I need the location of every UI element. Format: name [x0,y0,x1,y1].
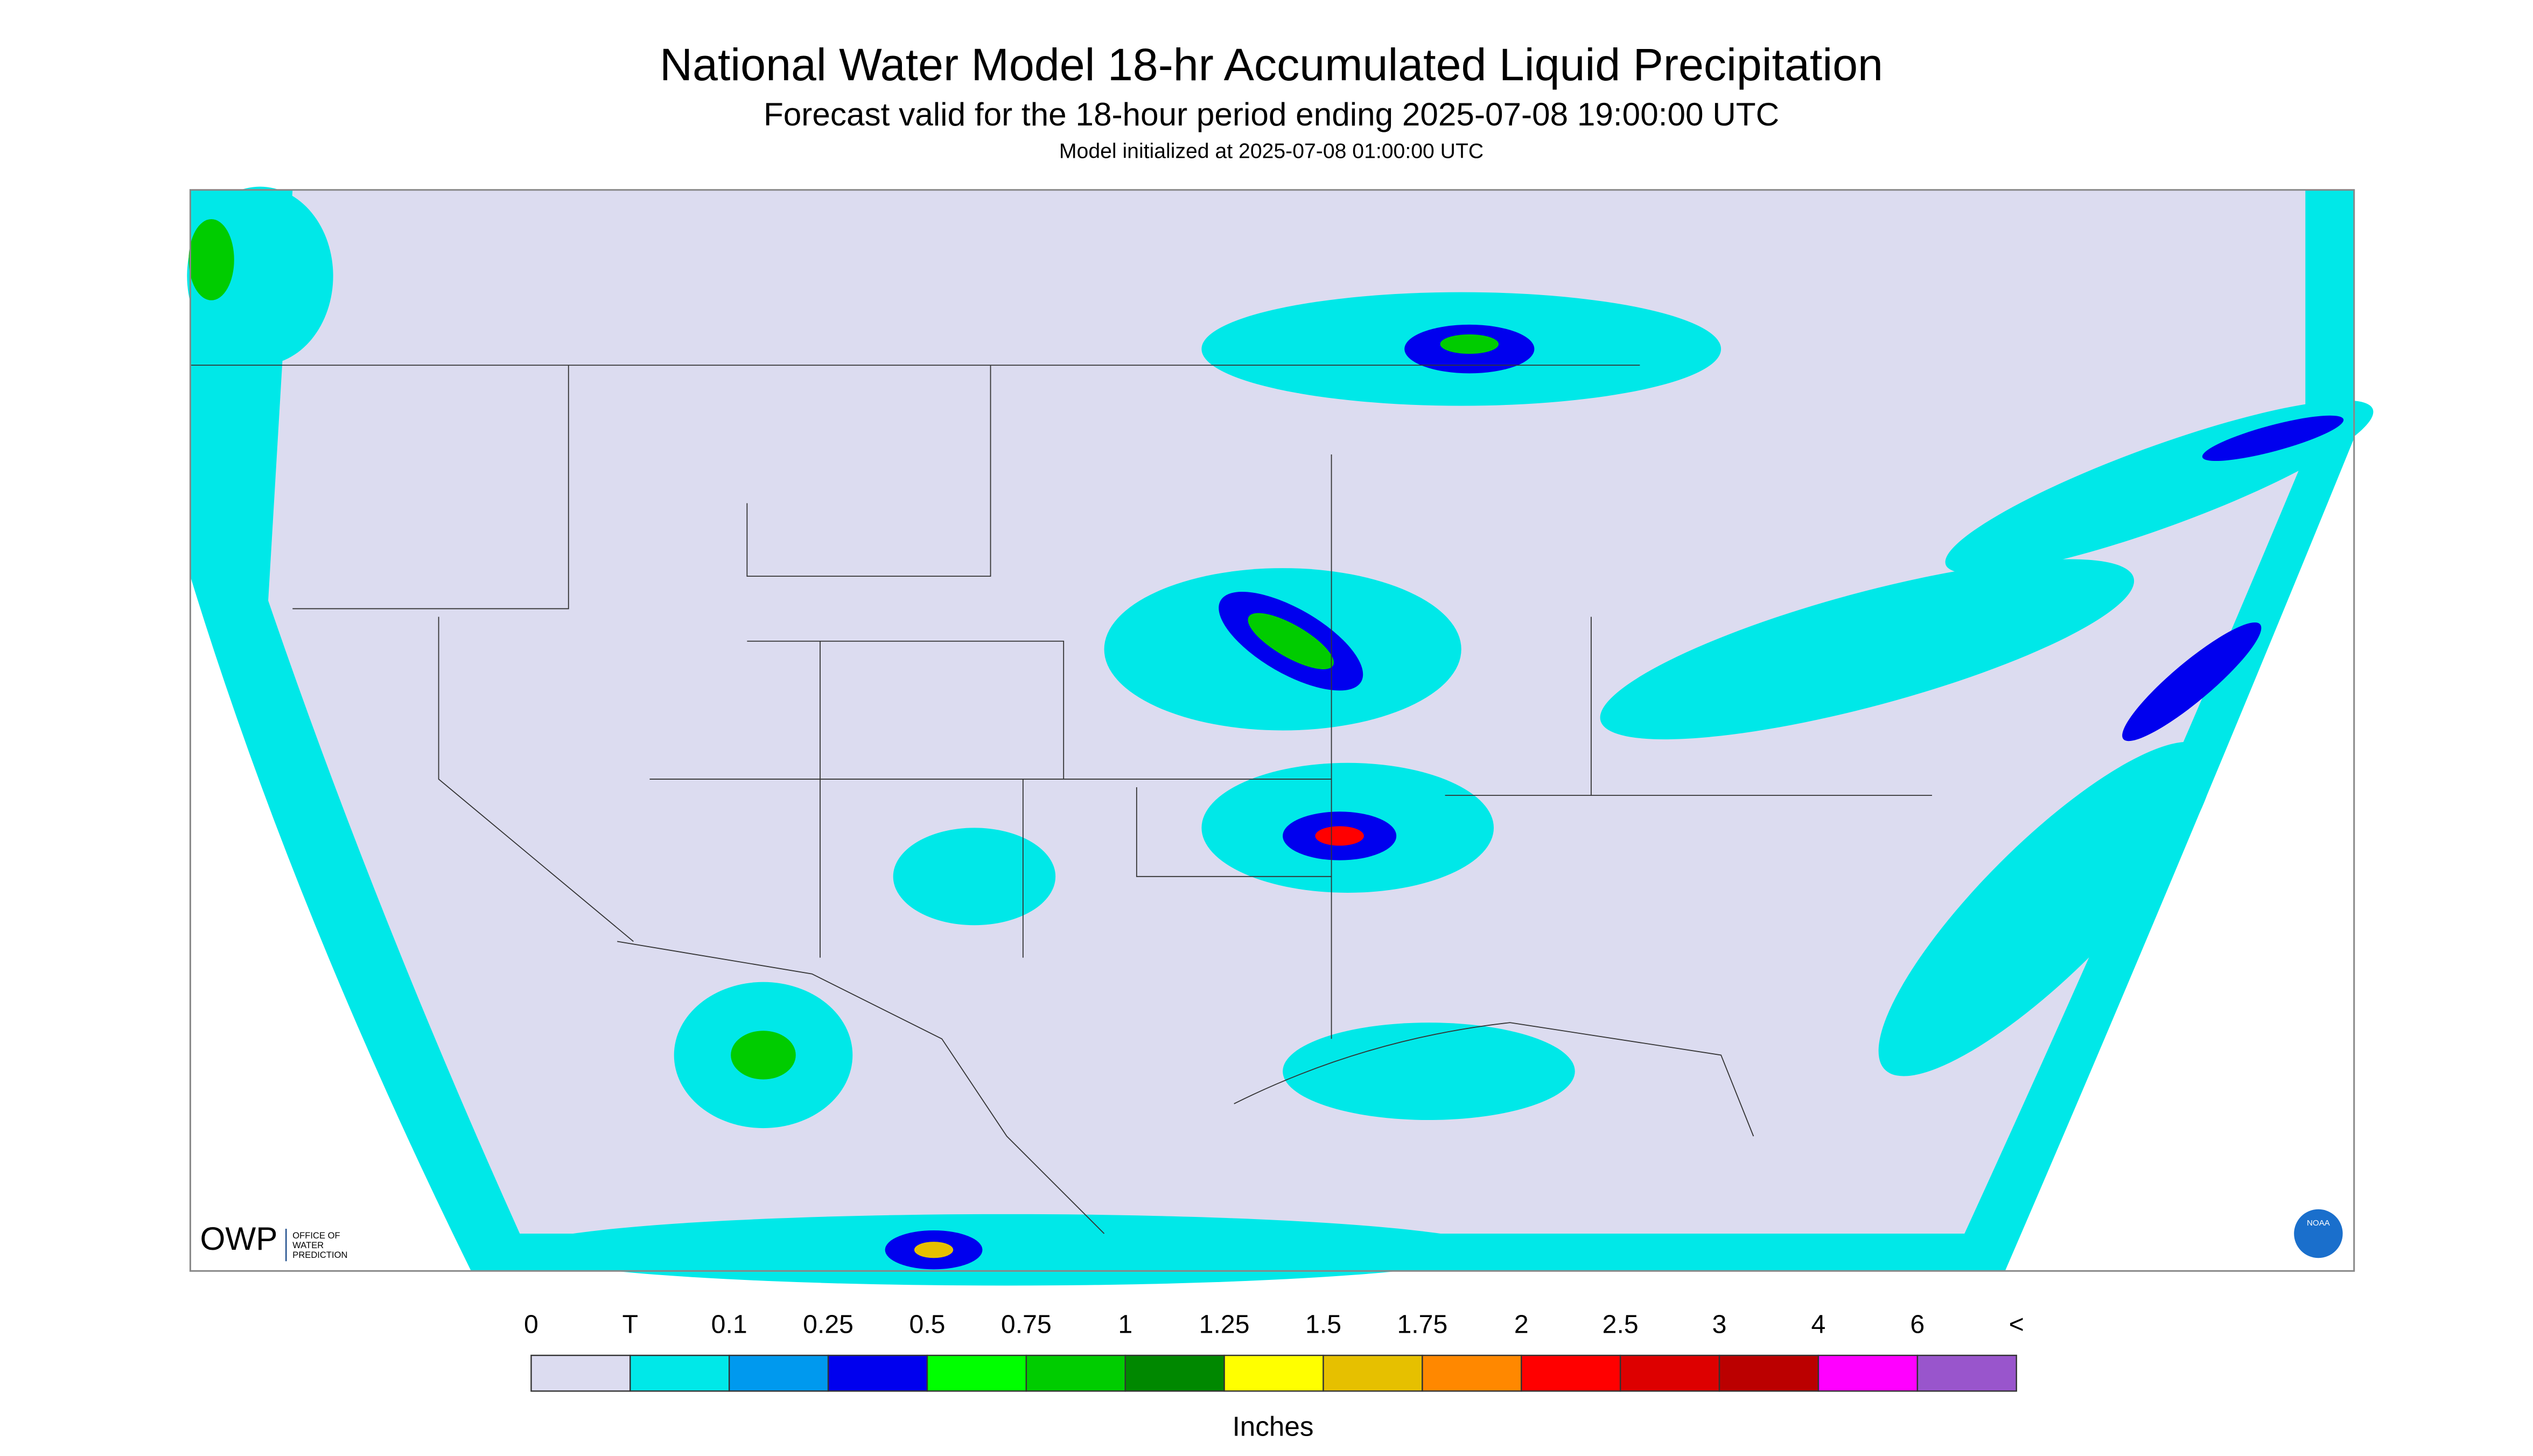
coast [617,941,1754,1234]
legend-swatch [1718,1354,1820,1392]
subtitle: Forecast valid for the 18-hour period en… [764,96,1779,132]
noaa-logo-text: NOAA [2307,1219,2331,1228]
legend-label: 2 [1514,1310,1529,1339]
owp-logo-text: OFFICE OF [292,1230,340,1241]
map: OWP OFFICE OF WATER PREDICTION NOAA [187,186,2374,1286]
legend-swatch [926,1354,1027,1392]
legend-label: 0.75 [1001,1310,1052,1339]
legend-swatch [827,1354,928,1392]
rain-area [1878,741,2213,1076]
legend-unit: Inches [1233,1411,1314,1441]
legend-label: 0.5 [909,1310,945,1339]
legend-swatch [1223,1354,1324,1392]
state-lines [190,365,1640,958]
legend-swatch [1817,1354,1919,1392]
legend-label: 1.75 [1397,1310,1447,1339]
rain-core [1248,613,1334,669]
rain-core [188,219,234,300]
rain-core [2122,622,2262,741]
legend-swatch [1619,1354,1720,1392]
rain-core [1440,334,1499,354]
state-lines [438,454,1932,1039]
rain-area [893,828,1056,926]
rain-core [914,1242,954,1258]
legend-label: 1 [1118,1310,1132,1339]
noaa-logo [2294,1209,2343,1258]
legend-label: 0 [524,1310,538,1339]
legend-label: 4 [1811,1310,1826,1339]
legend-swatch [1323,1354,1423,1392]
legend-swatch [1521,1354,1621,1392]
owp-logo-text: WATER [292,1240,324,1250]
heavy-rain [188,219,2344,1270]
legend-label: 1.5 [1305,1310,1341,1339]
legend-swatch [1025,1354,1126,1392]
rain-core [731,1031,796,1080]
legend-label: 1.25 [1199,1310,1250,1339]
legend-label: < [2009,1310,2024,1339]
legend-label: 3 [1712,1310,1727,1339]
legend-label: 0.1 [711,1310,747,1339]
title: National Water Model 18-hr Accumulated L… [660,39,1883,90]
rain-area [1283,1023,1575,1120]
legend-label: T [622,1310,638,1339]
legend-swatch [1916,1354,2017,1392]
legend-swatch [530,1354,631,1392]
legend-swatch [629,1354,730,1392]
legend-label: 2.5 [1603,1310,1639,1339]
rain-area [520,1214,1494,1286]
owp-logo: OWP [200,1220,277,1257]
owp-logo-text: PREDICTION [292,1250,347,1260]
legend-swatch [728,1354,829,1392]
rain-core [2202,415,2344,461]
rain-area [1600,559,2135,740]
rain-core [1315,826,1364,846]
init-time: Model initialized at 2025-07-08 01:00:00… [1059,140,1484,163]
boundaries [190,365,1932,1234]
legend: 0 T 0.1 0.25 0.5 0.75 1 1.25 1.5 1.75 2 2.5 3 4 6 < [524,1310,2024,1392]
map-frame [189,189,2355,1272]
legend-label: 0.25 [803,1310,853,1339]
legend-swatch [1124,1354,1225,1392]
legend-label: 6 [1910,1310,1925,1339]
legend-swatch [1422,1354,1522,1392]
